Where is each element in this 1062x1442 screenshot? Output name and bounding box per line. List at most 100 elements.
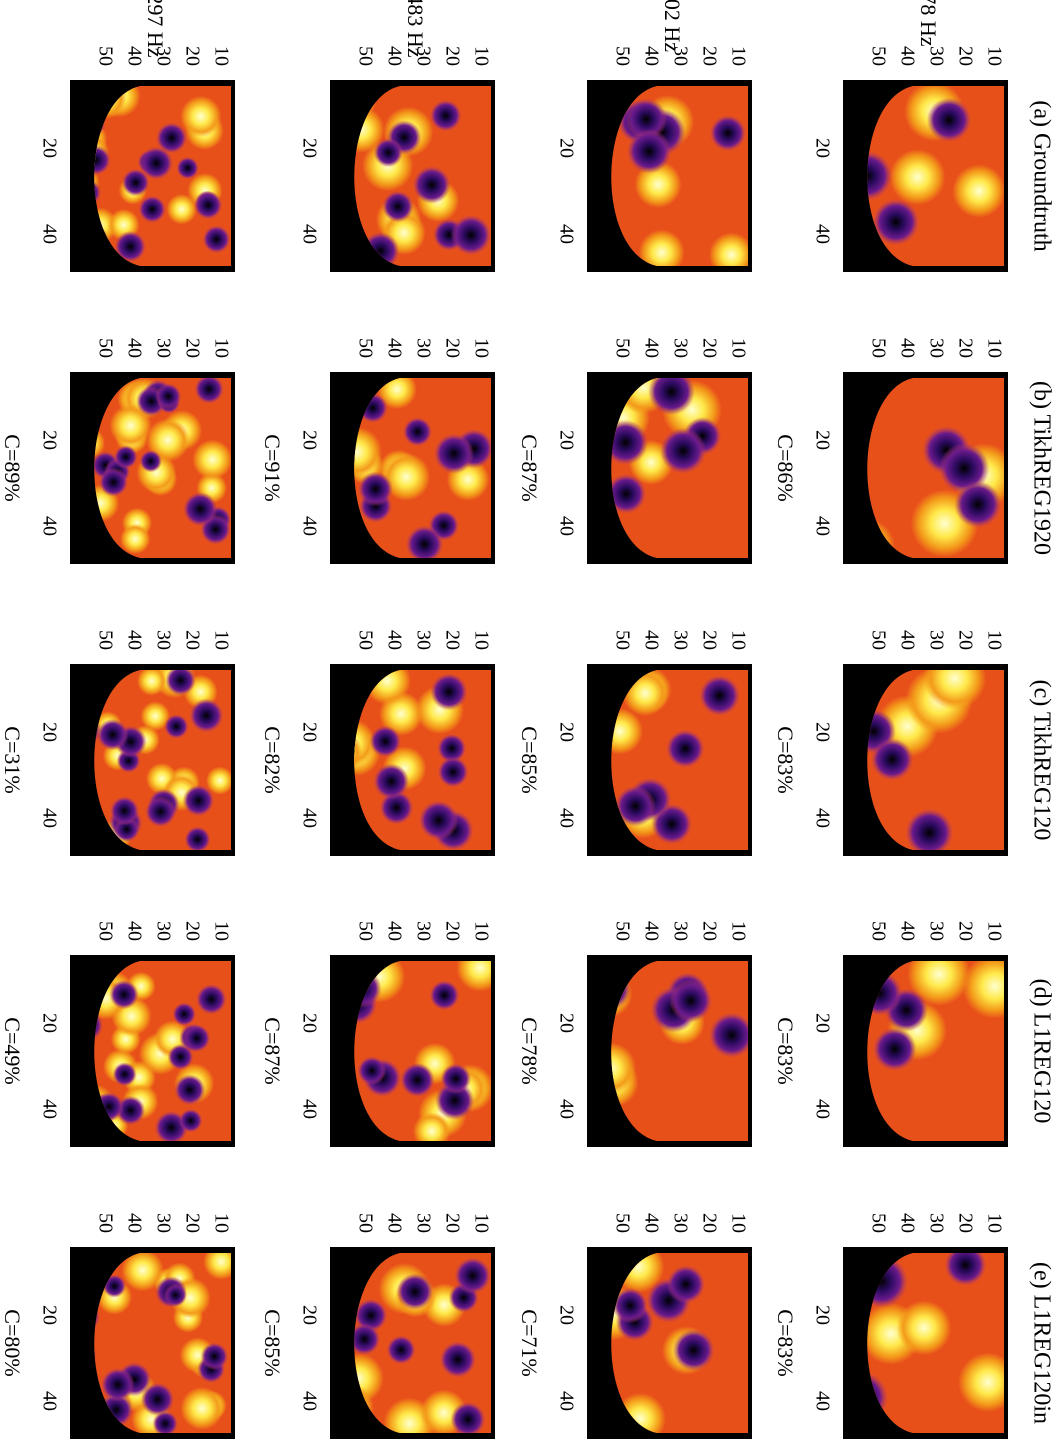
tick-label-bottom: 40 [555,1099,577,1119]
tick-label-left: 10 [983,921,1005,941]
field-dark-spot [611,473,647,514]
tick-label-bottom: 20 [555,722,577,742]
tick-label-left: 20 [441,338,463,358]
field-map [611,961,748,1141]
field-dark-spot [163,1283,187,1307]
field-bright-spot [952,164,1004,218]
field-map [354,378,491,558]
heatmap-panel [70,372,235,564]
tick-label-left: 30 [412,338,434,358]
tick-label-bottom: 20 [811,138,833,158]
tick-label-left: 30 [669,630,691,650]
tick-label-left: 50 [867,338,889,358]
heatmap-panel [330,372,495,564]
tick-label-left: 40 [896,1213,918,1233]
tick-label-left: 20 [441,630,463,650]
frequency-label: 1483 Hz [403,0,428,58]
field-bright-spot [354,426,382,478]
tick-label-left: 10 [727,921,749,941]
method-label: (b) TikhREG1920 [1028,381,1054,555]
correlation-label: C=80% [0,1309,25,1376]
field-dark-spot [626,129,672,174]
field-dark-spot [183,1024,211,1052]
tick-label-bottom: 20 [555,1305,577,1325]
field-bright-spot [120,523,151,555]
field-dark-spot [114,230,146,263]
field-map [867,86,1004,266]
field-dark-spot [184,826,211,850]
field-dark-spot [164,714,189,739]
field-dark-spot [699,675,740,716]
tick-label-left: 20 [181,46,203,66]
field-bright-spot [203,1253,232,1280]
field-bright-spot [611,708,643,755]
field-dark-spot [109,979,139,1010]
heatmap-panel [587,372,752,564]
field-dark-spot [98,467,129,497]
correlation-label: C=86% [773,434,798,501]
tick-label-left: 40 [896,921,918,941]
tick-label-left: 30 [152,921,174,941]
field-dark-spot [454,1257,491,1294]
tick-label-bottom: 20 [298,1013,320,1033]
correlation-label: C=87% [260,1017,285,1084]
tick-label-left: 10 [727,46,749,66]
field-dark-spot [439,1341,476,1378]
tick-label-left: 40 [896,630,918,650]
field-dark-spot [430,673,468,711]
tick-label-bottom: 40 [298,1391,320,1411]
field-dark-spot [905,808,954,850]
field-dark-spot [669,979,713,1023]
tick-label-bottom: 20 [38,430,60,450]
tick-label-left: 10 [727,630,749,650]
tick-label-left: 40 [123,1213,145,1233]
tick-label-left: 30 [152,630,174,650]
field-dark-spot [193,190,223,220]
field-map [611,378,748,558]
tick-label-left: 50 [867,1213,889,1233]
tick-label-left: 30 [412,921,434,941]
tick-label-bottom: 40 [811,516,833,536]
field-dark-spot [182,784,215,817]
tick-label-left: 10 [983,1213,1005,1233]
tick-label-left: 20 [698,46,720,66]
tick-label-left: 40 [640,338,662,358]
tick-label-left: 10 [470,1213,492,1233]
tick-label-left: 20 [698,338,720,358]
tick-label-left: 30 [925,921,947,941]
tick-label-left: 30 [669,1213,691,1233]
tick-label-left: 50 [611,1213,633,1233]
field-bright-spot [354,1353,384,1404]
field-dark-spot [174,1074,206,1106]
tick-label-bottom: 20 [298,722,320,742]
tick-label-bottom: 40 [298,224,320,244]
field-dark-spot [709,1012,748,1058]
tick-label-left: 50 [94,338,116,358]
field-dark-spot [867,151,893,201]
tick-label-bottom: 20 [555,138,577,158]
field-bright-spot [192,439,232,480]
tick-label-left: 30 [152,1213,174,1233]
field-dark-spot [152,1410,178,1433]
field-bright-spot [456,961,491,992]
tick-label-bottom: 40 [811,1391,833,1411]
field-dark-spot [109,796,140,826]
tick-label-left: 20 [698,1213,720,1233]
field-dark-spot [450,1401,486,1433]
field-bright-spot [363,670,411,705]
tick-label-left: 40 [383,921,405,941]
tick-label-left: 50 [94,921,116,941]
tick-label-left: 20 [954,1213,976,1233]
field-bright-spot [137,670,167,696]
field-bright-spot [205,766,232,795]
heatmap-panel [330,664,495,856]
correlation-label: C=71% [517,1309,542,1376]
tick-label-left: 10 [210,46,232,66]
field-dark-spot [96,718,129,751]
tick-label-bottom: 20 [298,430,320,450]
tick-label-left: 40 [896,46,918,66]
tick-label-left: 40 [123,338,145,358]
field-dark-spot [176,156,199,180]
heatmap-panel [330,955,495,1147]
